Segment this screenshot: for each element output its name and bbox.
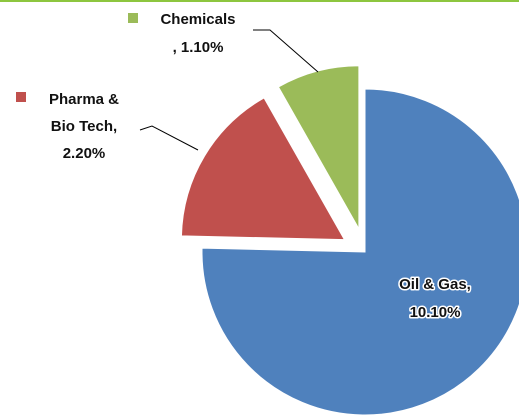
data-label: Chemicals — [160, 11, 235, 28]
frame-edge — [0, 0, 519, 2]
leader-line — [253, 29, 319, 73]
data-label: 10.10% — [410, 304, 461, 321]
data-label: 2.20% — [63, 145, 106, 162]
legend-key — [128, 13, 138, 23]
data-label: Pharma & — [49, 91, 119, 108]
legend-key — [16, 92, 26, 102]
data-label: Bio Tech, — [51, 118, 117, 135]
data-label: , 1.10% — [173, 39, 224, 56]
pie-slice — [201, 88, 519, 416]
leader-line — [139, 125, 199, 151]
data-label: Oil & Gas, — [399, 276, 471, 293]
pie-slice — [180, 97, 346, 241]
